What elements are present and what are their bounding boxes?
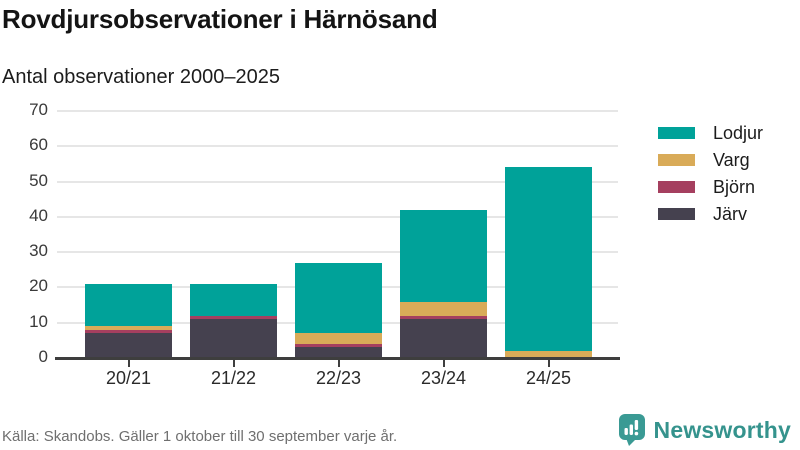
bar-segment-bjorn — [400, 315, 487, 320]
bar-segment-varg — [400, 301, 487, 316]
legend-item-jarv: Järv — [658, 204, 763, 224]
x-axis-label: 22/23 — [315, 368, 362, 388]
y-axis-label: 10 — [29, 311, 48, 331]
plot-area — [57, 110, 618, 358]
y-axis-label: 70 — [29, 100, 48, 120]
y-axis-label: 0 — [38, 347, 48, 367]
legend-item-varg: Varg — [658, 150, 763, 170]
bar-segment-lodjur — [295, 262, 382, 334]
x-axis-label: 21/22 — [210, 368, 257, 388]
bar-segment-varg — [505, 350, 592, 358]
y-axis-label: 30 — [29, 241, 48, 261]
x-axis-tick — [442, 360, 445, 367]
bar-22-23 — [295, 111, 382, 358]
bar-23-24 — [400, 111, 487, 358]
bar-segment-lodjur — [190, 283, 277, 316]
x-axis-tick — [547, 360, 550, 367]
y-axis-label: 50 — [29, 170, 48, 190]
gridline — [57, 215, 618, 218]
legend-swatch-varg — [658, 154, 695, 166]
bar-segment-jarv — [295, 347, 382, 358]
gridline — [57, 251, 618, 254]
bar-segment-bjorn — [85, 329, 172, 334]
y-axis-label: 60 — [29, 135, 48, 155]
gridline — [57, 180, 618, 183]
legend-label: Lodjur — [713, 122, 764, 143]
bar-segment-bjorn — [190, 315, 277, 320]
bar-segment-varg — [295, 333, 382, 344]
x-axis-label: 23/24 — [420, 368, 467, 388]
x-axis-tick — [337, 360, 340, 367]
bar-20-21 — [85, 111, 172, 358]
gridline — [57, 145, 618, 148]
legend-swatch-lodjur — [658, 127, 695, 139]
legend-label: Varg — [713, 149, 750, 170]
chart-subtitle: Antal observationer 2000–2025 — [2, 66, 280, 88]
x-axis-label: 20/21 — [105, 368, 152, 388]
y-axis: 0 10 20 30 40 50 60 70 — [0, 100, 48, 366]
legend-swatch-jarv — [658, 208, 695, 220]
x-axis-tick — [232, 360, 235, 367]
source-note: Källa: Skandobs. Gäller 1 oktober till 3… — [2, 428, 398, 445]
bar-segment-lodjur — [505, 167, 592, 351]
y-axis-label: 40 — [29, 206, 48, 226]
legend-item-lodjur: Lodjur — [658, 123, 763, 143]
bar-segment-jarv — [85, 333, 172, 358]
bar-21-22 — [190, 111, 277, 358]
bar-segment-bjorn — [295, 343, 382, 348]
gridline — [57, 110, 618, 112]
bar-24-25 — [505, 111, 592, 358]
brand-name: Newsworthy — [653, 416, 791, 443]
bar-segment-lodjur — [85, 283, 172, 327]
bar-segment-jarv — [400, 319, 487, 358]
legend-label: Björn — [713, 176, 756, 197]
x-axis-tick — [127, 360, 130, 367]
legend-swatch-bjorn — [658, 181, 695, 193]
bar-segment-lodjur — [400, 209, 487, 302]
y-axis-label: 20 — [29, 276, 48, 296]
x-axis-label: 24/25 — [525, 368, 572, 388]
bar-segment-varg — [85, 326, 172, 330]
legend-item-bjorn: Björn — [658, 177, 763, 197]
legend-label: Järv — [713, 203, 748, 224]
x-axis-line — [55, 357, 620, 360]
legend: Lodjur Varg Björn Järv — [658, 123, 763, 235]
bar-segment-jarv — [190, 319, 277, 358]
chart-title: Rovdjursobservationer i Härnösand — [2, 4, 438, 34]
newsworthy-chart-bubble-icon — [618, 414, 645, 446]
newsworthy-logo: Newsworthy — [618, 413, 791, 447]
